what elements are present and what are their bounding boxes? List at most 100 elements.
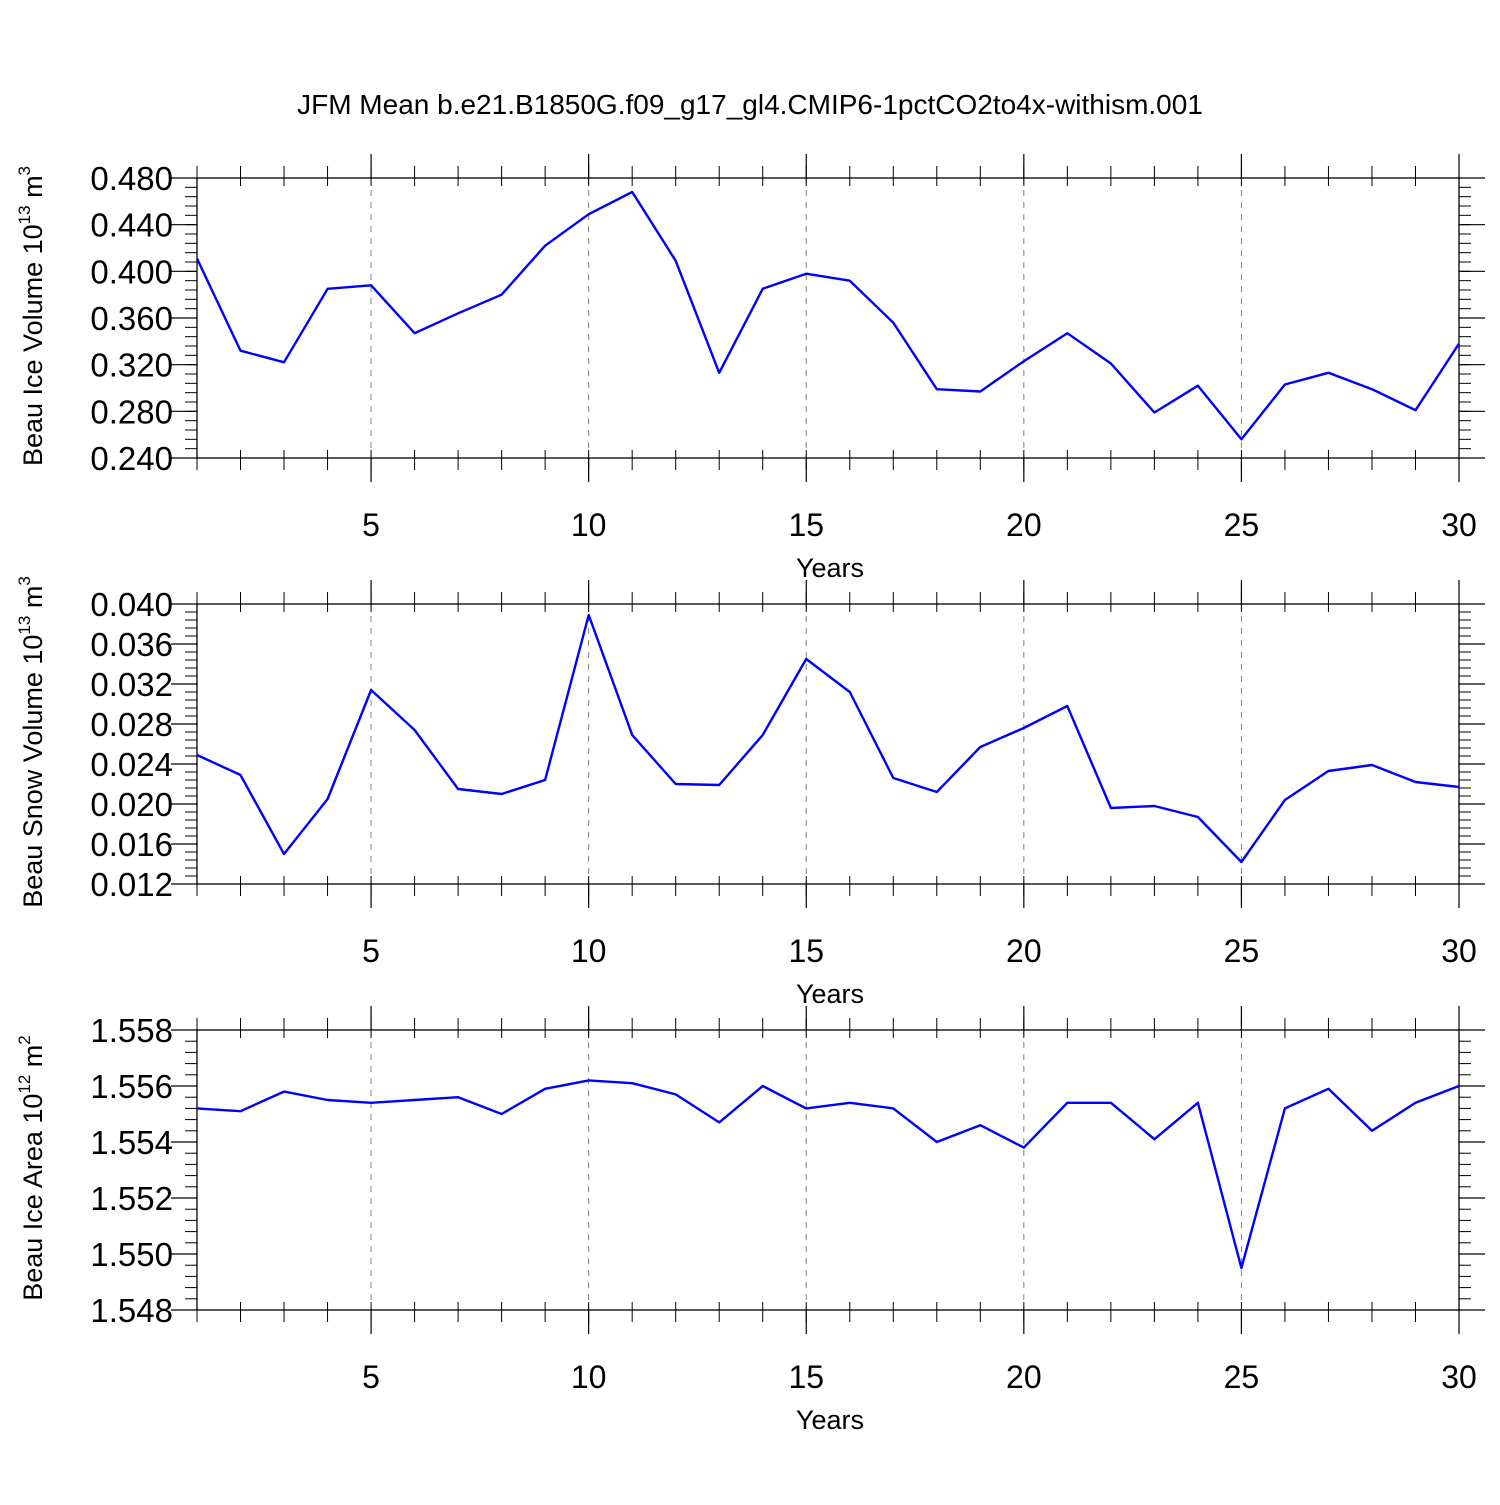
data-point: [848, 690, 852, 694]
data-point: [891, 321, 895, 325]
x-tick-label: 5: [362, 507, 380, 543]
y-axis-label-superscript: 2: [15, 1035, 34, 1044]
x-tick-label: 20: [1006, 507, 1042, 543]
x-tick-label: 15: [788, 1359, 824, 1395]
data-point: [1239, 437, 1243, 441]
data-point: [1326, 769, 1330, 773]
data-point: [1283, 1106, 1287, 1110]
y-tick-label: 0.040: [90, 586, 173, 623]
data-point: [456, 311, 460, 315]
data-point: [761, 287, 765, 291]
data-point: [1022, 359, 1026, 363]
data-point: [282, 852, 286, 856]
x-tick-label: 25: [1224, 507, 1260, 543]
data-point: [1413, 1101, 1417, 1105]
plot-frame: [196, 1029, 1460, 1311]
data-point: [1239, 1266, 1243, 1270]
y-tick-label: 0.360: [90, 300, 173, 337]
data-point: [630, 733, 634, 737]
data-point: [500, 1112, 504, 1116]
data-point: [761, 1084, 765, 1088]
data-point: [587, 1078, 591, 1082]
data-point: [456, 1095, 460, 1099]
data-point: [1152, 804, 1156, 808]
y-tick-label: 0.480: [90, 160, 173, 197]
chart-panel-2: 5 10 15 20 25 300.0120.0160.0200.0240.0280.03…: [15, 576, 1485, 1009]
y-axis-label-text: Beau Ice Volume 10: [18, 224, 48, 466]
data-point: [239, 349, 243, 353]
x-tick-label: 20: [1006, 933, 1042, 969]
data-point: [1370, 1129, 1374, 1133]
series-line: [196, 1079, 1460, 1270]
data-point: [543, 244, 547, 248]
y-axis-label-text: Beau Ice Area 10: [18, 1094, 48, 1301]
x-tick-label: 15: [788, 933, 824, 969]
data-point: [935, 1140, 939, 1144]
data-point: [326, 287, 330, 291]
y-axis-label: Beau Ice Area 1012 m2: [15, 1035, 48, 1301]
x-tick-label: 10: [571, 933, 607, 969]
data-point: [1326, 371, 1330, 375]
y-axis-label: Beau Snow Volume 1013 m3: [15, 576, 48, 908]
chart-panel-3: 5 10 15 20 25 30 1.548 1.550 1.552 1.554 1.556 1.55…: [15, 1006, 1485, 1435]
data-point: [674, 1092, 678, 1096]
data-point: [674, 782, 678, 786]
x-tick-label: 30: [1441, 933, 1477, 969]
y-axis-label-text: m: [18, 1045, 48, 1075]
data-point: [1283, 798, 1287, 802]
x-axis-label: Years: [796, 1405, 864, 1435]
data-point: [1065, 704, 1069, 708]
data-point: [935, 790, 939, 794]
data-point: [848, 279, 852, 283]
data-point: [369, 688, 373, 692]
data-point: [587, 212, 591, 216]
data-point: [1370, 387, 1374, 391]
data-point: [1457, 342, 1461, 346]
data-point: [761, 733, 765, 737]
y-axis-label-superscript: 12: [15, 1075, 34, 1094]
data-point: [717, 783, 721, 787]
data-point: [1196, 384, 1200, 388]
data-point: [717, 1120, 721, 1124]
data-point: [1022, 1146, 1026, 1150]
data-point: [674, 259, 678, 263]
data-point: [935, 387, 939, 391]
x-tick-label: 5: [362, 933, 380, 969]
x-tick-label: 30: [1441, 507, 1477, 543]
data-point: [195, 257, 199, 261]
data-point: [1457, 785, 1461, 789]
y-tick-label: 0.020: [90, 786, 173, 823]
y-axis-label-text: m: [18, 175, 48, 205]
y-tick-label: 0.400: [90, 253, 173, 290]
y-tick-label: 0.012: [90, 866, 173, 903]
data-point: [1239, 860, 1243, 864]
data-point: [413, 1098, 417, 1102]
y-tick-label: 0.036: [90, 626, 173, 663]
data-point: [456, 787, 460, 791]
y-tick-label: 0.028: [90, 706, 173, 743]
data-point: [804, 657, 808, 661]
data-point: [891, 776, 895, 780]
x-tick-label: 15: [788, 507, 824, 543]
data-point: [978, 1123, 982, 1127]
y-tick-label: 1.554: [90, 1124, 173, 1161]
x-axis-label: Years: [796, 553, 864, 583]
data-point: [1109, 362, 1113, 366]
y-tick-label: 1.558: [90, 1012, 173, 1049]
data-point: [282, 360, 286, 364]
data-point: [978, 390, 982, 394]
data-point: [1152, 411, 1156, 415]
x-tick-label: 25: [1224, 1359, 1260, 1395]
chart-panel-1: 5 10 15 20 25 30 0.240 0.280 0.320 0.360 0.400 0.44…: [15, 154, 1485, 583]
data-point: [195, 1106, 199, 1110]
y-tick-label: 1.556: [90, 1068, 173, 1105]
y-tick-label: 0.032: [90, 666, 173, 703]
data-point: [413, 728, 417, 732]
data-point: [891, 1106, 895, 1110]
y-axis-label-text: Beau Snow Volume 10: [18, 635, 48, 908]
y-tick-label: 1.548: [90, 1292, 173, 1329]
data-point: [500, 792, 504, 796]
data-point: [369, 283, 373, 287]
data-point: [1109, 1101, 1113, 1105]
